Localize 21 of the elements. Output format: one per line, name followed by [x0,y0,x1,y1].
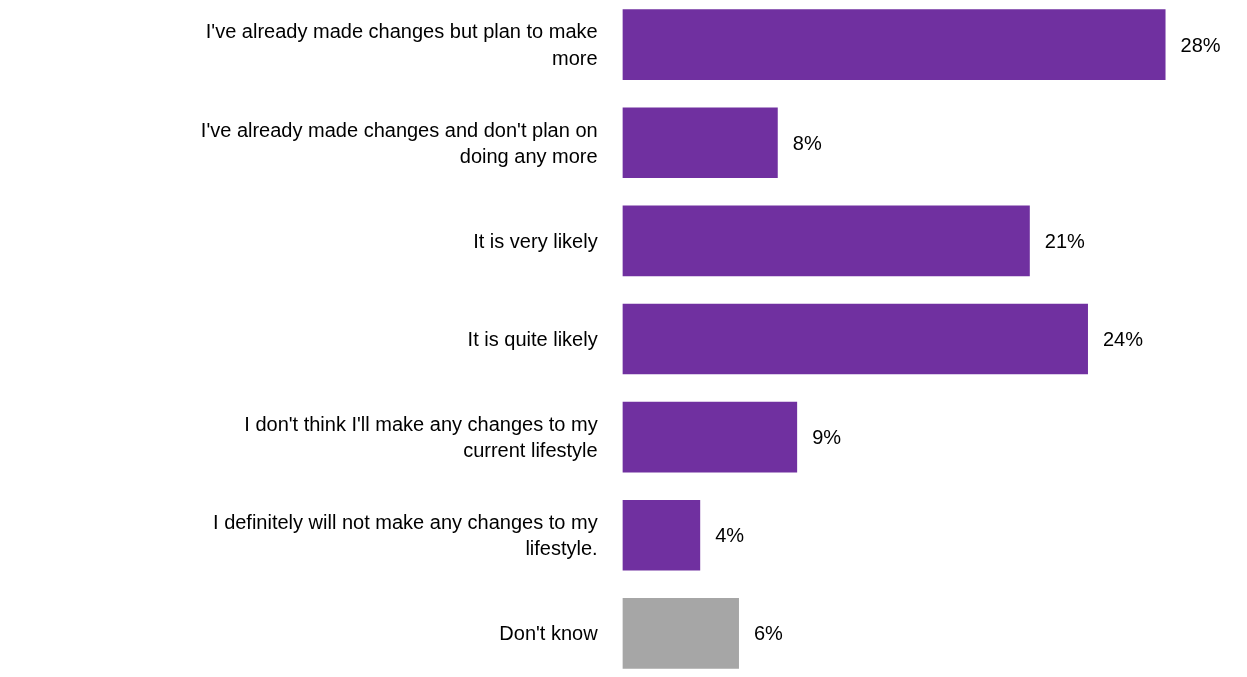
bar [622,598,739,669]
data-label: 9% [812,426,842,449]
y-tick-label: It is very likely [473,229,598,252]
bar [622,107,778,179]
bar [622,303,1088,375]
data-label: 6% [753,622,784,645]
y-tick-label: I don't think I'll make any changes to my current lifestyle [244,412,598,462]
y-tick-label: I've already made changes but plan to make more [205,20,598,69]
y-tick-label: I've already made changes and don't plan on doing any more [200,118,598,167]
data-label: 8% [792,131,822,154]
bar [622,401,798,473]
y-tick-label: It is quite likely [467,328,598,350]
data-label: 28% [1180,33,1221,56]
data-label: 24% [1102,328,1144,350]
data-label: 21% [1044,229,1086,252]
bar [622,499,701,571]
y-tick-label: I definitely will not make any changes to my lifestyle. [213,511,598,560]
y-tick-label: Don't know [499,622,599,645]
data-label: 4% [715,524,745,547]
bar [622,9,1166,80]
bar [622,205,1030,277]
